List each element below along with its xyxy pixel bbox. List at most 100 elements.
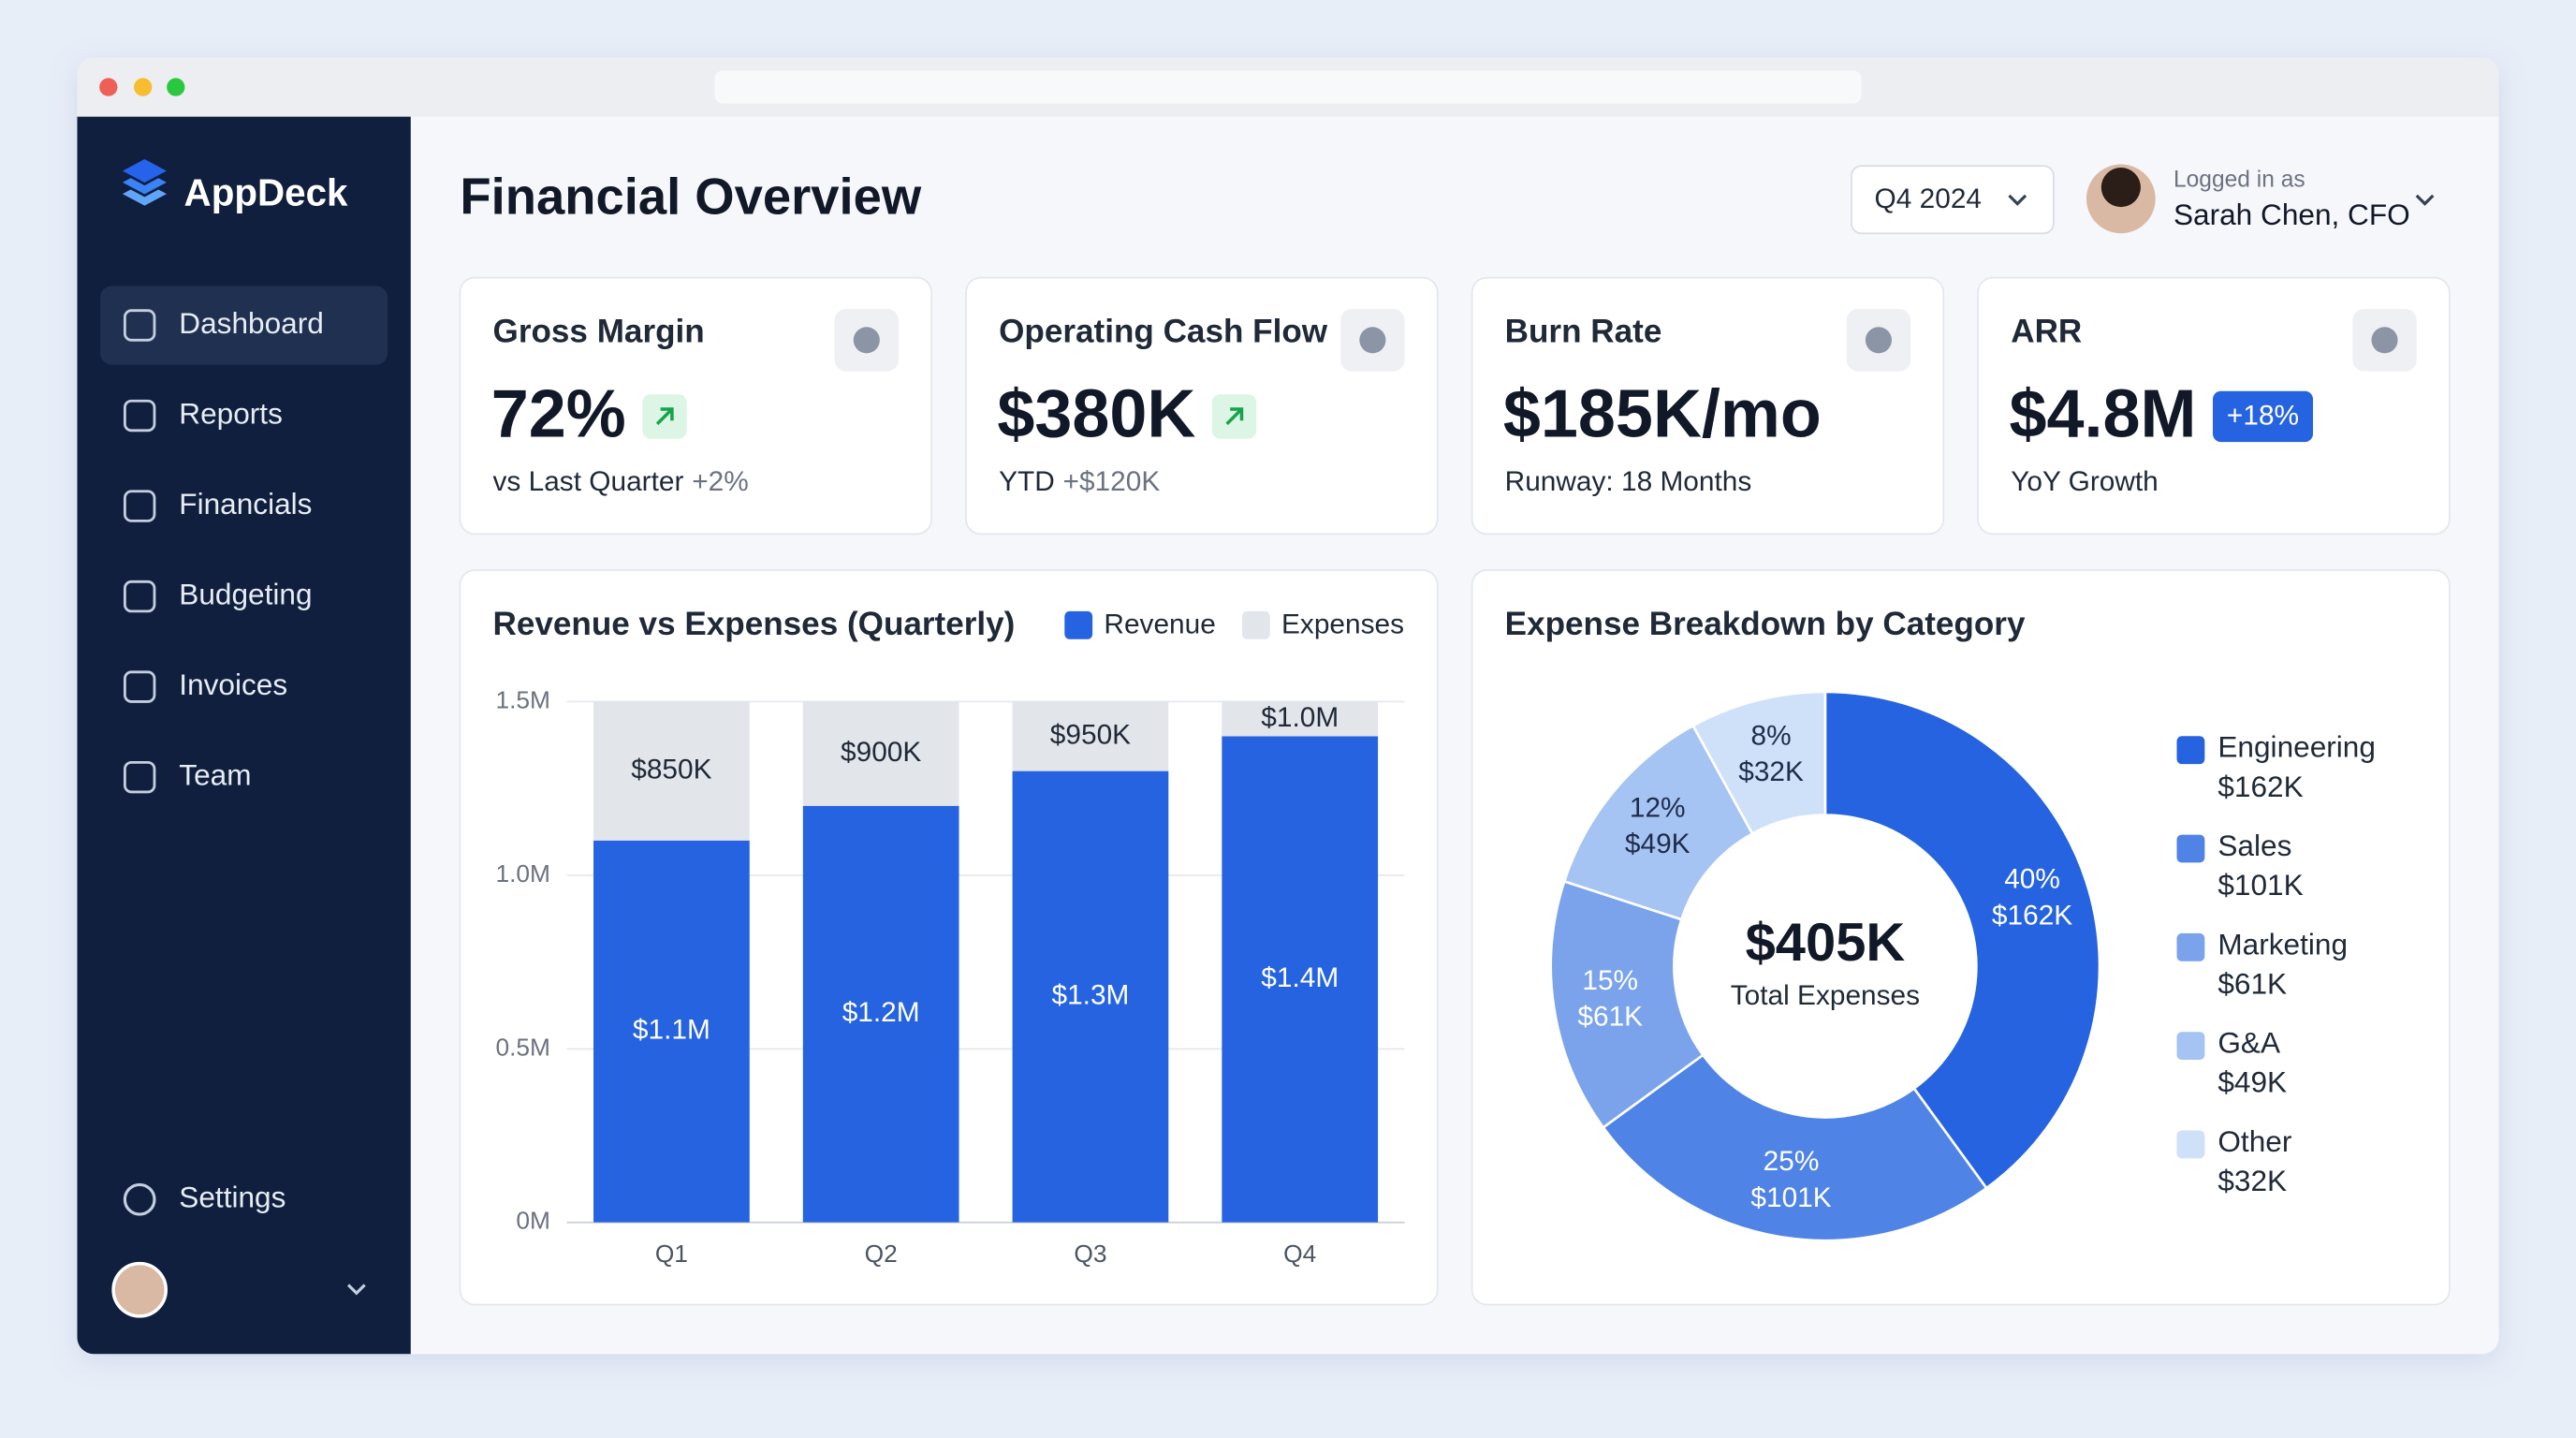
- legend-amount: $49K: [2217, 1065, 2287, 1099]
- slice-amount: $101K: [1750, 1182, 1831, 1213]
- legend-swatch: [2176, 834, 2205, 863]
- legend-swatch: [2176, 1032, 2205, 1061]
- bar-value-label: $950K: [1050, 719, 1131, 750]
- nav-item: Budgeting: [179, 577, 312, 610]
- slice-amount: $162K: [1992, 900, 2072, 931]
- legend-label: Revenue: [1104, 609, 1215, 640]
- slice-percent: 15%: [1582, 965, 1638, 996]
- trend-arrow: [1225, 407, 1244, 426]
- legend-amount: $101K: [2217, 868, 2303, 902]
- kpi-label: Gross Margin: [493, 314, 705, 350]
- kpi-value: $4.8M: [2009, 377, 2196, 452]
- donut-slice: [1823, 690, 2101, 1190]
- x-tick-label: Q1: [655, 1240, 688, 1268]
- legend-swatch: [2176, 932, 2205, 961]
- sidebar-avatar[interactable]: [111, 1261, 168, 1318]
- chart-title: Expense Breakdown by Category: [1505, 606, 2026, 642]
- kpi-label: Burn Rate: [1505, 314, 1662, 350]
- nav-item: Invoices: [179, 668, 287, 701]
- bar-segment: [593, 701, 750, 841]
- kpi-icon-glyph: [1865, 327, 1892, 354]
- kpi-label: ARR: [2011, 314, 2082, 350]
- legend-swatch: [2176, 1130, 2205, 1159]
- card: [965, 276, 1439, 536]
- x-tick-label: Q2: [865, 1240, 898, 1268]
- kpi-label: Operating Cash Flow: [999, 314, 1328, 350]
- slice-percent: 40%: [2004, 864, 2060, 895]
- nav-active-bg: [100, 286, 388, 365]
- slice-percent: 8%: [1751, 720, 1792, 751]
- window-dot[interactable]: [167, 78, 185, 96]
- kpi-icon-glyph: [853, 327, 880, 354]
- bar-value-label: $1.3M: [1051, 980, 1129, 1011]
- window-dot[interactable]: [99, 78, 118, 96]
- legend-amount: $32K: [2217, 1164, 2287, 1197]
- bar-segment: [1012, 701, 1169, 771]
- kpi-icon-glyph: [2371, 327, 2398, 354]
- donut-slice: [1549, 879, 1705, 1130]
- nav-icon[interactable]: [123, 490, 156, 522]
- legend-label: Sales: [2217, 829, 2291, 862]
- bar-value-label: $1.0M: [1261, 702, 1339, 733]
- slice-amount: $32K: [1738, 756, 1804, 787]
- legend-swatch: [1241, 610, 1270, 639]
- window-dot[interactable]: [134, 78, 153, 96]
- slice-percent: 12%: [1630, 792, 1686, 823]
- legend-label: Marketing: [2217, 927, 2348, 961]
- bars: [593, 701, 1379, 1223]
- legend-label: Engineering: [2217, 730, 2376, 764]
- donut-slice: [1690, 690, 1827, 836]
- nav-icon[interactable]: [123, 580, 156, 613]
- settings-icon[interactable]: [123, 1182, 156, 1216]
- logo-layer: [117, 155, 172, 186]
- kpi-value: $380K: [997, 377, 1195, 452]
- legend-amount: $61K: [2217, 966, 2287, 1000]
- period-select[interactable]: [1851, 165, 2055, 235]
- donut-center-label: Total Expenses: [1731, 980, 1920, 1011]
- kpi-sub: YTD: [999, 466, 1055, 497]
- x-tick-label: Q3: [1074, 1240, 1106, 1268]
- kpi-icon-glyph: [1359, 327, 1386, 354]
- kpi-sub: vs Last Quarter: [493, 466, 684, 497]
- nav-icon[interactable]: [123, 670, 156, 703]
- kpi-delta: +$120K: [1063, 466, 1161, 497]
- bar-segment: [802, 805, 959, 1223]
- y-tick-label: 1.5M: [495, 685, 549, 713]
- legend-label: Expenses: [1281, 609, 1404, 640]
- bar-segment: [593, 840, 750, 1223]
- nav-icon[interactable]: [123, 760, 156, 794]
- kpi-sub: Runway: 18 Months: [1505, 466, 1752, 497]
- sidebar-chevron[interactable]: [346, 1284, 366, 1296]
- user-chevron[interactable]: [2415, 194, 2435, 206]
- slice-amount: $61K: [1577, 1002, 1643, 1033]
- card: [459, 276, 933, 536]
- nav-icon[interactable]: [123, 309, 156, 342]
- user-caption: Logged in as: [2174, 168, 2305, 193]
- app-name: AppDeck: [184, 171, 348, 214]
- bar-value-label: $1.4M: [1261, 962, 1339, 993]
- card: [1471, 276, 1945, 536]
- bar-segment: [1222, 736, 1379, 1223]
- kpi-value: $185K/mo: [1503, 377, 1822, 452]
- nav-icon[interactable]: [123, 399, 156, 433]
- bar-segment: [802, 701, 959, 806]
- slice-percent: 25%: [1764, 1146, 1820, 1177]
- bar-value-label: $1.1M: [633, 1015, 710, 1046]
- chart-title: Revenue vs Expenses (Quarterly): [493, 606, 1016, 642]
- nav-item: Team: [179, 758, 251, 792]
- logo: [117, 155, 172, 209]
- nav-item: Reports: [179, 396, 283, 430]
- nav-settings: Settings: [179, 1181, 285, 1214]
- growth-badge: [2212, 390, 2314, 443]
- sidebar: [77, 116, 411, 1355]
- trend-arrow: [655, 407, 674, 426]
- user-avatar-hair: [2100, 168, 2141, 208]
- kpi-value: 72%: [491, 377, 626, 452]
- slice-amount: $49K: [1625, 829, 1690, 859]
- period-value: Q4 2024: [1875, 183, 1982, 214]
- legend-swatch: [1064, 610, 1093, 639]
- user-name: Sarah Chen, CFO: [2174, 198, 2410, 231]
- legend-swatch: [2176, 736, 2205, 765]
